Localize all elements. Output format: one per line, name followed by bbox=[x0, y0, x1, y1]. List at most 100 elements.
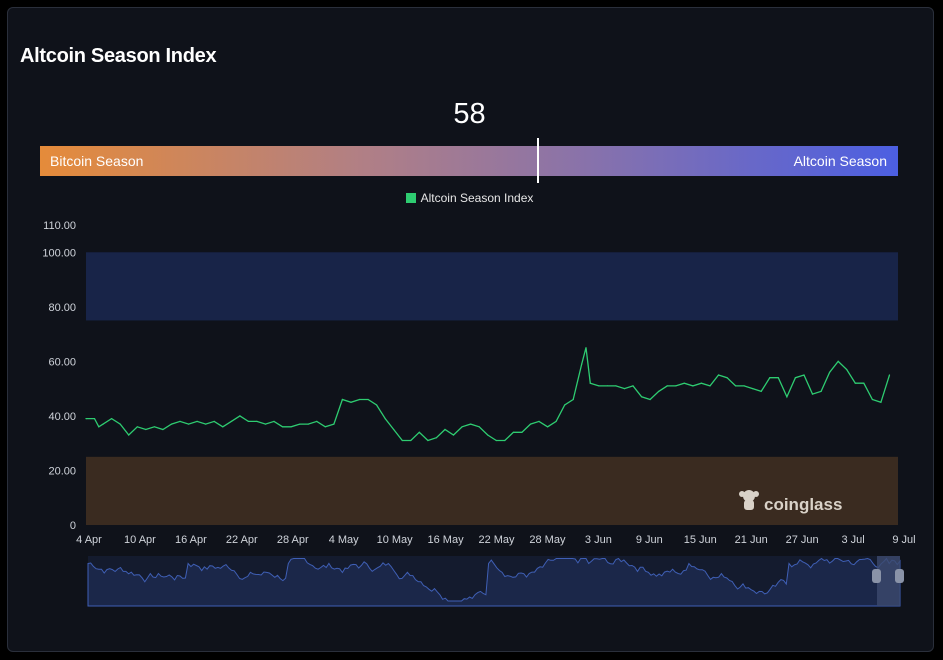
data-point bbox=[589, 382, 591, 384]
data-point bbox=[239, 415, 241, 417]
x-tick-label: 28 May bbox=[529, 534, 566, 546]
data-point bbox=[162, 428, 164, 431]
data-point bbox=[427, 439, 429, 442]
data-point bbox=[598, 385, 600, 387]
data-point bbox=[572, 398, 574, 401]
y-tick-label: 60.00 bbox=[48, 356, 76, 368]
data-point bbox=[581, 363, 583, 365]
data-point bbox=[205, 423, 207, 425]
x-tick-label: 28 Apr bbox=[277, 534, 309, 546]
x-tick-label: 16 Apr bbox=[175, 534, 207, 546]
data-point bbox=[666, 385, 668, 387]
data-point bbox=[709, 385, 711, 387]
data-point bbox=[222, 426, 224, 428]
data-point bbox=[521, 431, 523, 433]
data-point bbox=[179, 420, 181, 422]
data-point bbox=[504, 439, 506, 442]
data-point bbox=[410, 439, 412, 442]
watermark: coinglass bbox=[738, 488, 842, 517]
data-point bbox=[102, 423, 104, 425]
x-tick-label: 15 Jun bbox=[684, 534, 717, 546]
data-point bbox=[820, 390, 822, 392]
data-point bbox=[632, 385, 634, 387]
data-point bbox=[461, 426, 463, 428]
data-point bbox=[829, 371, 831, 373]
data-point bbox=[170, 423, 173, 425]
data-point bbox=[769, 377, 771, 379]
data-point bbox=[777, 377, 779, 379]
line-chart[interactable]: 0 20.00 40.00 60.00 80.00 100.00 110.00 4 Apr 10… bbox=[8, 8, 935, 653]
x-tick-label: 21 Jun bbox=[735, 534, 768, 546]
x-tick-label: 27 Jun bbox=[786, 534, 819, 546]
data-point bbox=[153, 426, 155, 428]
chart-card: Altcoin Season Index 58 Bitcoin Season A… bbox=[7, 7, 934, 652]
chart-title: Altcoin Season Index bbox=[20, 45, 217, 67]
x-tick-label: 22 Apr bbox=[226, 534, 258, 546]
data-point bbox=[213, 420, 215, 422]
data-point bbox=[529, 423, 532, 425]
data-point bbox=[290, 426, 292, 428]
current-index-value: 58 bbox=[453, 98, 486, 130]
data-point bbox=[435, 437, 437, 439]
watermark-text: coinglass bbox=[764, 495, 843, 514]
data-point bbox=[854, 382, 856, 384]
x-tick-label: 3 Jun bbox=[585, 534, 612, 546]
data-point bbox=[692, 385, 694, 387]
y-tick-label: 20.00 bbox=[48, 465, 76, 477]
data-point bbox=[658, 390, 660, 392]
series-line bbox=[86, 347, 891, 442]
data-point bbox=[700, 382, 703, 384]
data-point bbox=[196, 420, 198, 422]
data-point bbox=[128, 434, 130, 436]
data-point bbox=[538, 420, 540, 422]
data-point bbox=[358, 398, 361, 401]
data-point bbox=[136, 426, 138, 428]
data-point bbox=[384, 418, 386, 420]
y-tick-label: 0 bbox=[70, 520, 76, 532]
chart-legend[interactable]: Altcoin Season Index bbox=[8, 191, 931, 205]
y-tick-label: 110.00 bbox=[43, 220, 76, 232]
data-point bbox=[264, 423, 267, 425]
navigator-series bbox=[87, 557, 901, 607]
data-point bbox=[512, 431, 514, 433]
data-point bbox=[863, 382, 865, 384]
data-point bbox=[811, 393, 814, 395]
altcoin-season-label: Altcoin Season bbox=[793, 153, 887, 169]
coinglass-logo-icon bbox=[738, 488, 760, 517]
bitcoin-season-band bbox=[86, 456, 898, 525]
data-point bbox=[846, 368, 848, 371]
data-point bbox=[333, 423, 335, 425]
data-point bbox=[641, 396, 643, 398]
data-point bbox=[341, 398, 343, 401]
data-point bbox=[585, 347, 587, 349]
data-point bbox=[119, 423, 121, 425]
data-point bbox=[401, 439, 403, 442]
data-point bbox=[547, 426, 549, 428]
data-point bbox=[444, 428, 446, 431]
data-point bbox=[803, 374, 805, 376]
data-point bbox=[299, 423, 301, 425]
data-point bbox=[735, 385, 737, 387]
data-point bbox=[615, 385, 617, 387]
data-point bbox=[606, 385, 609, 387]
data-point bbox=[188, 423, 190, 425]
data-point bbox=[470, 423, 472, 425]
data-point bbox=[487, 434, 489, 436]
navigator-handle-left bbox=[872, 569, 881, 583]
data-point bbox=[247, 420, 249, 422]
y-tick-label: 80.00 bbox=[48, 302, 76, 314]
x-tick-label: 9 Jun bbox=[636, 534, 663, 546]
data-point bbox=[307, 423, 309, 425]
gauge-marker bbox=[536, 138, 539, 183]
navigator-handle-right bbox=[895, 569, 904, 583]
x-tick-label: 4 Apr bbox=[76, 534, 102, 546]
data-point bbox=[743, 385, 745, 387]
data-point bbox=[93, 418, 96, 420]
bitcoin-season-label: Bitcoin Season bbox=[50, 153, 144, 169]
y-tick-label: 40.00 bbox=[48, 411, 76, 423]
data-point bbox=[786, 396, 788, 398]
legend-label: Altcoin Season Index bbox=[420, 191, 534, 205]
x-tick-label: 4 May bbox=[329, 534, 359, 546]
x-tick-label: 16 May bbox=[428, 534, 465, 546]
altcoin-season-band bbox=[86, 252, 898, 321]
